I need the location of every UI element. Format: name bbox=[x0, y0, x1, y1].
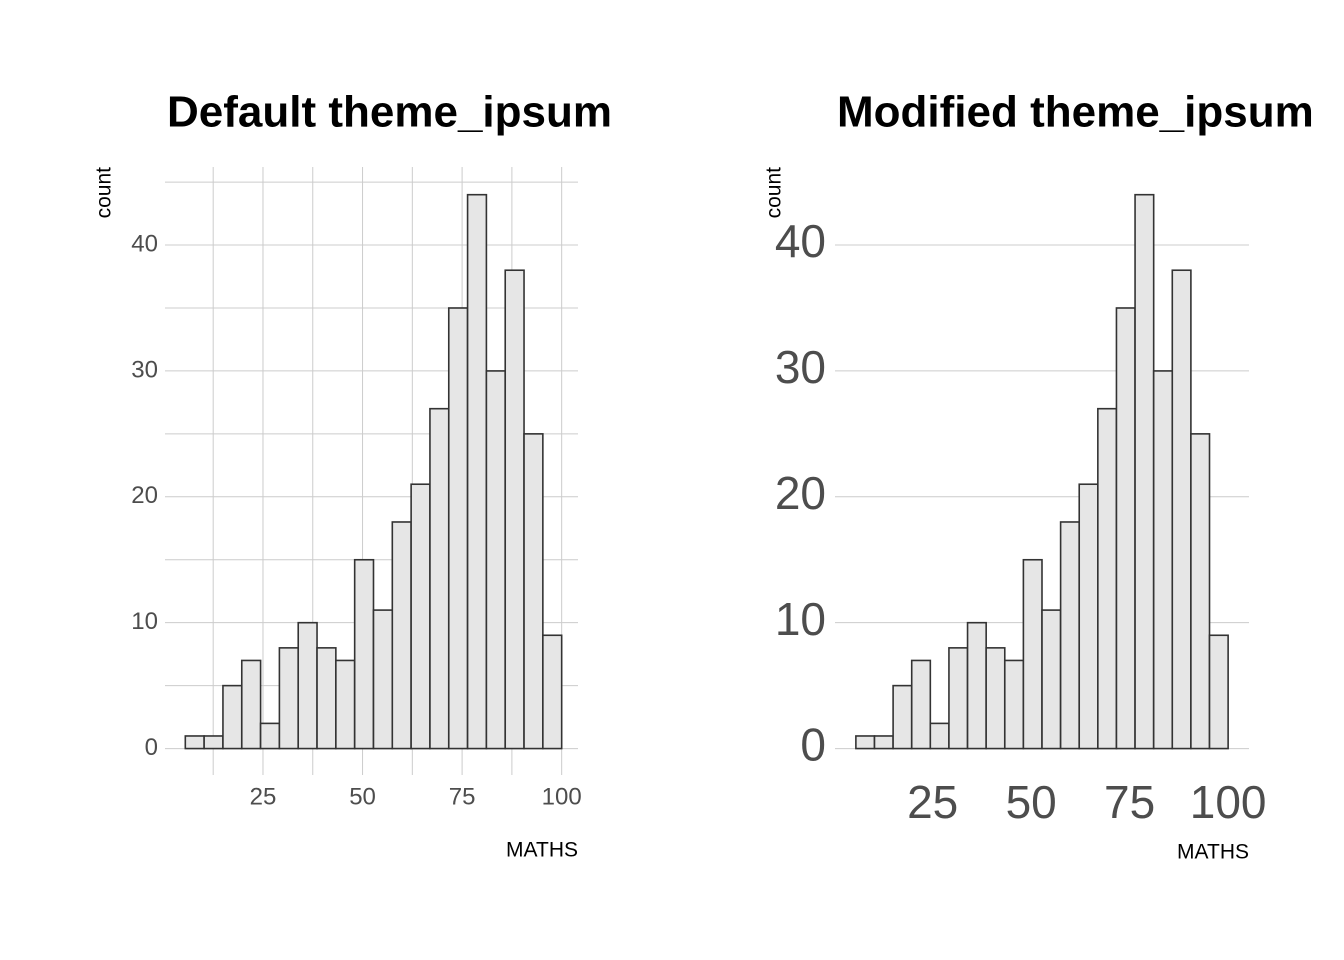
x-axis-title: MATHS bbox=[506, 839, 578, 862]
y-tick-label: 30 bbox=[775, 341, 826, 393]
bar bbox=[335, 659, 356, 750]
y-tick-label: 30 bbox=[131, 356, 158, 383]
bar bbox=[353, 558, 375, 750]
chart-title: Default theme_ipsum bbox=[167, 88, 612, 137]
bar bbox=[316, 647, 337, 750]
chart-title: Modified theme_ipsum bbox=[837, 88, 1314, 137]
bar bbox=[410, 483, 431, 750]
bar bbox=[297, 621, 318, 750]
bar bbox=[910, 659, 932, 750]
bar bbox=[1152, 370, 1174, 750]
bar bbox=[523, 433, 544, 750]
bar bbox=[1022, 558, 1043, 750]
y-tick-label: 40 bbox=[131, 230, 158, 257]
panel: 25 50 75 100 0 10 20 30 40 Modified theme_ipsum MA… bbox=[763, 88, 1314, 864]
bar bbox=[1003, 659, 1025, 750]
x-tick-label: 50 bbox=[349, 783, 376, 810]
bar bbox=[1078, 483, 1099, 750]
x-tick-label: 25 bbox=[907, 776, 958, 828]
x-tick-label: 75 bbox=[1104, 776, 1155, 828]
y-axis-title: count bbox=[763, 167, 786, 219]
bar bbox=[466, 193, 488, 750]
bar bbox=[1208, 634, 1229, 750]
y-tick-label: 10 bbox=[131, 608, 158, 635]
x-tick-label: 25 bbox=[250, 783, 277, 810]
bar bbox=[1041, 609, 1062, 750]
bar bbox=[1171, 269, 1192, 750]
bar bbox=[855, 735, 876, 750]
bar bbox=[429, 407, 450, 750]
bar bbox=[504, 269, 525, 750]
y-tick-label: 0 bbox=[800, 719, 826, 771]
bar bbox=[447, 307, 469, 750]
bar bbox=[1059, 521, 1081, 750]
y-axis-title: count bbox=[93, 167, 116, 219]
bar bbox=[203, 735, 224, 750]
y-tick-label: 40 bbox=[775, 215, 826, 267]
bar bbox=[873, 735, 894, 750]
bar bbox=[222, 684, 243, 750]
bar bbox=[929, 722, 950, 750]
bar bbox=[372, 609, 394, 750]
bar bbox=[542, 634, 563, 750]
bar bbox=[1115, 307, 1136, 750]
bar bbox=[1097, 407, 1118, 750]
bar bbox=[240, 659, 262, 750]
bar bbox=[259, 722, 281, 750]
bar bbox=[1134, 193, 1155, 750]
bar bbox=[966, 621, 987, 750]
bar bbox=[485, 370, 507, 750]
y-tick-label: 20 bbox=[131, 482, 158, 509]
bar bbox=[278, 647, 300, 750]
bar bbox=[184, 735, 205, 750]
bar bbox=[892, 684, 913, 750]
panel: 25 50 75 100 0 10 20 30 40 Default theme_ipsum MAT… bbox=[93, 88, 612, 862]
bar bbox=[391, 521, 412, 750]
x-axis-title: MATHS bbox=[1177, 841, 1249, 864]
bar bbox=[948, 647, 969, 750]
x-tick-label: 75 bbox=[449, 783, 476, 810]
y-tick-label: 10 bbox=[775, 593, 826, 645]
x-tick-label: 50 bbox=[1006, 776, 1057, 828]
x-tick-label: 100 bbox=[1190, 776, 1267, 828]
x-tick-label: 100 bbox=[542, 783, 582, 810]
y-tick-label: 0 bbox=[145, 734, 158, 761]
y-tick-label: 20 bbox=[775, 467, 826, 519]
bar bbox=[985, 647, 1006, 750]
bar bbox=[1190, 433, 1211, 750]
